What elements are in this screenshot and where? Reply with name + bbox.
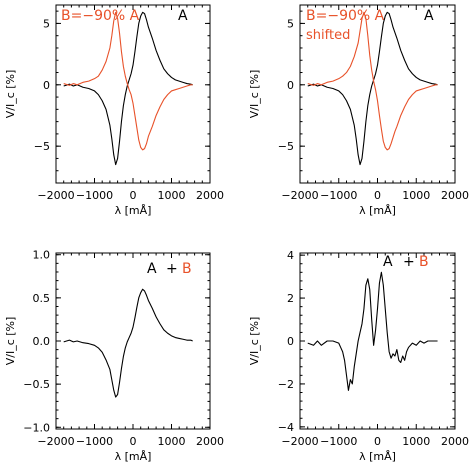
x-axis-label: λ [mÅ] <box>359 450 396 463</box>
y-tick-label: 2 <box>287 292 294 305</box>
y-tick-label: 0.0 <box>33 335 51 348</box>
x-tick-label: 2000 <box>196 435 224 448</box>
series-line-b <box>307 11 438 151</box>
y-tick-label: −0.5 <box>23 378 50 391</box>
x-tick-label: 1000 <box>158 435 186 448</box>
y-axis-label: V/I_c [%] <box>248 70 261 119</box>
annotation-a: A <box>424 8 434 24</box>
x-tick-label: −1000 <box>76 435 113 448</box>
y-tick-label: 1.0 <box>33 249 51 262</box>
x-tick-label: −2000 <box>37 189 74 202</box>
x-tick-label: 2000 <box>196 189 224 202</box>
annotation-shifted: shifted <box>306 28 350 43</box>
panel-top-left: B=−90% A A −2000 −1000 0 1000 2000 −5 0 5 λ [mÅ]… <box>4 4 224 217</box>
y-tick-label: 0 <box>43 79 50 92</box>
x-tick-label: 0 <box>130 189 137 202</box>
series-line-a <box>63 11 193 166</box>
y-tick-label: 4 <box>287 249 294 262</box>
x-tick-label: 0 <box>374 189 381 202</box>
y-tick-label: 5 <box>287 17 294 30</box>
y-tick-label: −5 <box>34 140 50 153</box>
x-tick-label: −1000 <box>320 189 357 202</box>
y-tick-label: −4 <box>278 421 294 434</box>
series-line-b <box>63 11 193 151</box>
series-line-a <box>307 11 438 166</box>
y-axis-label: V/I_c [%] <box>248 317 261 366</box>
x-axis-label: λ [mÅ] <box>115 450 152 463</box>
x-tick-label: 0 <box>130 435 137 448</box>
x-tick-label: −2000 <box>281 189 318 202</box>
annotation-a: A <box>383 254 393 270</box>
annotation-a: A <box>178 8 188 24</box>
y-tick-label: 0.5 <box>33 292 51 305</box>
y-tick-label: 5 <box>43 17 50 30</box>
x-tick-label: 2000 <box>441 435 469 448</box>
annotation-b-equals-minus90-a: B=−90% A <box>306 8 385 24</box>
x-tick-label: 0 <box>374 435 381 448</box>
x-tick-label: 1000 <box>402 189 430 202</box>
y-tick-label: 0 <box>287 79 294 92</box>
annotation-a: A <box>147 261 157 277</box>
x-tick-label: −1000 <box>76 189 113 202</box>
panel-bottom-left: A + B −2000 −1000 0 1000 2000 −1.0 −0.5 0.0 0.5 1… <box>4 249 224 463</box>
y-tick-label: −2 <box>278 378 294 391</box>
series-line-a-plus-b <box>63 288 193 398</box>
y-axis-label: V/I_c [%] <box>4 317 17 366</box>
annotation-plus: + <box>403 254 415 270</box>
axes-frame <box>55 252 211 430</box>
x-axis-label: λ [mÅ] <box>359 204 396 217</box>
series-line-a-plus-b <box>307 271 438 391</box>
y-tick-label: −1.0 <box>23 421 50 434</box>
axes-frame <box>55 4 211 184</box>
annotation-plus: + <box>166 261 178 277</box>
y-tick-label: 0 <box>287 335 294 348</box>
annotation-b: B <box>182 261 192 277</box>
y-tick-label: −5 <box>278 140 294 153</box>
panel-bottom-right: A + B −2000 −1000 0 1000 2000 −4 −2 0 2 4 λ [mÅ] V/… <box>248 249 469 463</box>
x-tick-label: 1000 <box>402 435 430 448</box>
panel-top-right: B=−90% A shifted A −2000 −1000 0 1000 2000 −5… <box>248 4 469 217</box>
x-tick-label: −2000 <box>281 435 318 448</box>
x-tick-label: −2000 <box>37 435 74 448</box>
annotation-b-equals-minus90-a: B=−90% A <box>61 8 140 24</box>
y-axis-label: V/I_c [%] <box>4 70 17 119</box>
x-axis-label: λ [mÅ] <box>115 204 152 217</box>
x-tick-label: −1000 <box>320 435 357 448</box>
x-tick-label: 2000 <box>441 189 469 202</box>
annotation-b: B <box>419 254 429 270</box>
x-tick-label: 1000 <box>158 189 186 202</box>
